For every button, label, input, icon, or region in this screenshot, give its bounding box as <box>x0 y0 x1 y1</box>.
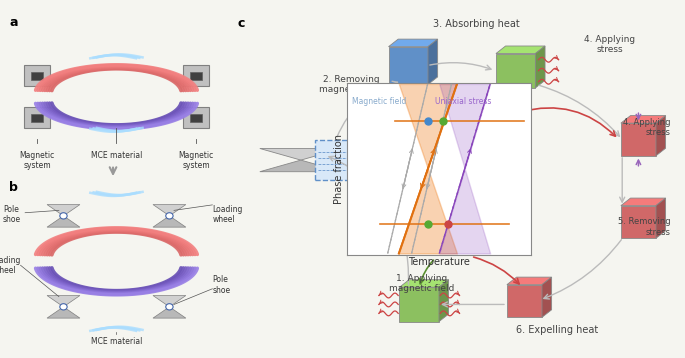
Text: MCE material: MCE material <box>90 151 142 160</box>
FancyBboxPatch shape <box>24 65 50 86</box>
Y-axis label: Phase fraction: Phase fraction <box>334 134 344 204</box>
Text: Pole
shoe: Pole shoe <box>2 205 21 224</box>
Text: 5. Removing
stress: 5. Removing stress <box>618 217 671 237</box>
Polygon shape <box>621 205 656 238</box>
Polygon shape <box>496 54 536 88</box>
Text: MCE material: MCE material <box>90 337 142 347</box>
Polygon shape <box>507 277 551 285</box>
Text: 4. Applying
stress: 4. Applying stress <box>584 35 636 54</box>
X-axis label: Temperature: Temperature <box>408 257 470 267</box>
Circle shape <box>60 304 67 310</box>
FancyBboxPatch shape <box>183 65 209 86</box>
Polygon shape <box>47 296 80 307</box>
Polygon shape <box>621 198 666 205</box>
Text: c: c <box>237 18 245 30</box>
Circle shape <box>60 213 67 219</box>
Polygon shape <box>399 287 439 321</box>
Text: 3. Absorbing heat: 3. Absorbing heat <box>433 19 520 29</box>
Text: a: a <box>9 16 18 29</box>
FancyBboxPatch shape <box>183 107 209 128</box>
FancyBboxPatch shape <box>31 114 43 121</box>
Text: Magnetic
system: Magnetic system <box>19 151 55 170</box>
Text: 6. Expelling heat: 6. Expelling heat <box>516 325 599 334</box>
Polygon shape <box>656 198 666 238</box>
Text: 2. Removing
magnetic field: 2. Removing magnetic field <box>319 75 384 94</box>
Text: Magnetic
system: Magnetic system <box>178 151 214 170</box>
Polygon shape <box>621 116 666 123</box>
Polygon shape <box>428 39 438 84</box>
Polygon shape <box>153 296 186 307</box>
FancyBboxPatch shape <box>24 107 50 128</box>
Text: Loading
wheel: Loading wheel <box>212 205 242 224</box>
Polygon shape <box>542 277 551 317</box>
Polygon shape <box>315 140 355 180</box>
Polygon shape <box>260 149 342 160</box>
FancyBboxPatch shape <box>190 114 202 121</box>
FancyBboxPatch shape <box>190 72 202 79</box>
Circle shape <box>166 304 173 310</box>
Polygon shape <box>399 280 449 287</box>
Polygon shape <box>536 46 545 88</box>
Polygon shape <box>507 285 542 317</box>
Text: Magnetic field: Magnetic field <box>352 97 407 106</box>
Polygon shape <box>496 46 545 54</box>
Text: Uniaxial stress: Uniaxial stress <box>435 97 492 106</box>
Polygon shape <box>388 39 438 47</box>
Text: 1. Applying
magnetic field: 1. Applying magnetic field <box>388 274 454 293</box>
Text: 4. Applying
stress: 4. Applying stress <box>623 118 671 137</box>
Polygon shape <box>153 216 186 227</box>
FancyBboxPatch shape <box>31 72 43 79</box>
Polygon shape <box>388 47 428 84</box>
Polygon shape <box>47 216 80 227</box>
Text: Pole
shoe: Pole shoe <box>212 275 230 295</box>
Polygon shape <box>153 307 186 318</box>
Circle shape <box>166 213 173 219</box>
Polygon shape <box>47 307 80 318</box>
Text: Loading
wheel: Loading wheel <box>0 256 21 275</box>
Polygon shape <box>260 160 342 172</box>
Polygon shape <box>439 280 449 321</box>
Polygon shape <box>656 116 666 156</box>
Polygon shape <box>47 204 80 216</box>
Polygon shape <box>153 204 186 216</box>
Text: b: b <box>9 181 18 194</box>
Polygon shape <box>621 123 656 156</box>
